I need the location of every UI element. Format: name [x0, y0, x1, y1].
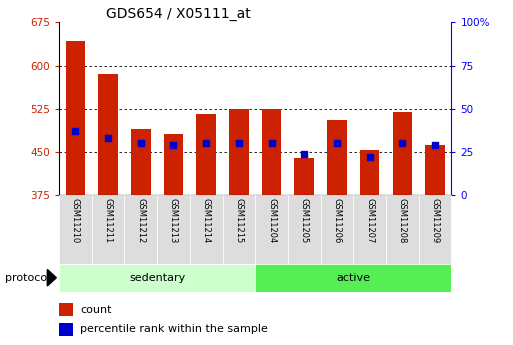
Text: GSM11215: GSM11215	[234, 198, 243, 244]
Bar	[59, 195, 92, 264]
Bar	[66, 41, 85, 195]
Bar	[98, 74, 118, 195]
Point	[300, 151, 308, 156]
Bar	[164, 134, 183, 195]
Text: sedentary: sedentary	[129, 273, 185, 283]
Text: GSM11205: GSM11205	[300, 198, 309, 244]
Text: GSM11211: GSM11211	[104, 198, 112, 244]
Bar	[255, 195, 288, 264]
Point	[333, 140, 341, 146]
Point	[71, 128, 80, 134]
Bar	[59, 264, 255, 292]
Text: GSM11207: GSM11207	[365, 198, 374, 244]
Text: GSM11204: GSM11204	[267, 198, 276, 244]
Bar	[294, 158, 314, 195]
Bar	[262, 109, 281, 195]
Point	[235, 140, 243, 146]
Bar	[190, 195, 223, 264]
Text: GSM11210: GSM11210	[71, 198, 80, 244]
Bar	[124, 195, 157, 264]
Bar	[288, 195, 321, 264]
Text: GSM11209: GSM11209	[430, 198, 440, 244]
Bar	[419, 195, 451, 264]
Bar	[255, 264, 451, 292]
Bar	[327, 120, 347, 195]
Bar	[157, 195, 190, 264]
Point	[366, 154, 374, 160]
Text: GDS654 / X05111_at: GDS654 / X05111_at	[106, 7, 251, 21]
Polygon shape	[47, 269, 56, 286]
Text: GSM11206: GSM11206	[332, 198, 342, 244]
Bar	[196, 114, 216, 195]
Text: protocol: protocol	[5, 273, 50, 283]
Point	[169, 142, 177, 148]
Point	[431, 142, 439, 148]
Text: count: count	[80, 305, 112, 315]
Bar	[223, 195, 255, 264]
Bar	[321, 195, 353, 264]
Bar	[353, 195, 386, 264]
Point	[136, 140, 145, 146]
Bar	[131, 129, 150, 195]
Bar	[59, 303, 73, 316]
Bar	[59, 323, 73, 336]
Text: GSM11213: GSM11213	[169, 198, 178, 244]
Point	[398, 140, 406, 146]
Bar	[360, 150, 380, 195]
Text: GSM11214: GSM11214	[202, 198, 211, 244]
Bar	[229, 109, 249, 195]
Text: percentile rank within the sample: percentile rank within the sample	[80, 324, 268, 334]
Text: GSM11212: GSM11212	[136, 198, 145, 244]
Text: active: active	[337, 273, 370, 283]
Bar	[392, 112, 412, 195]
Bar	[92, 195, 125, 264]
Point	[267, 140, 275, 146]
Point	[104, 135, 112, 141]
Bar	[386, 195, 419, 264]
Point	[202, 140, 210, 146]
Bar	[425, 145, 445, 195]
Text: GSM11208: GSM11208	[398, 198, 407, 244]
